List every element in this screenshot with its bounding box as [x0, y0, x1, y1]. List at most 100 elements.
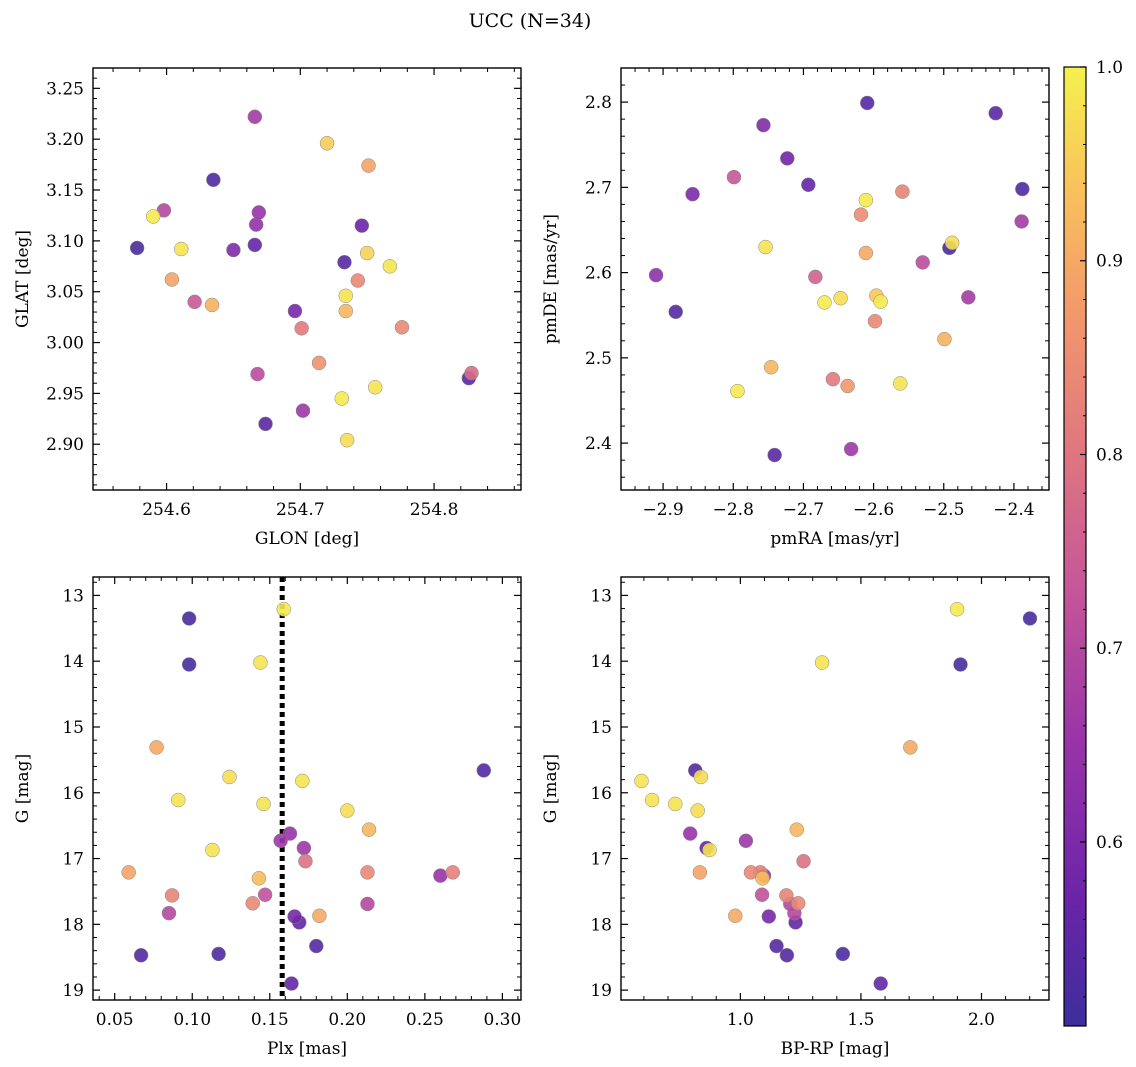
y-tick-label: 18 — [590, 915, 612, 935]
y-tick-label: 14 — [62, 652, 84, 672]
data-point — [937, 331, 952, 347]
x-tick-label: 0.05 — [96, 1010, 134, 1030]
data-point — [295, 403, 311, 418]
data-point — [204, 297, 220, 313]
x-tick-label: −2.8 — [713, 500, 754, 520]
data-point — [944, 235, 960, 251]
data-point — [780, 151, 795, 166]
y-tick-label: 17 — [62, 850, 84, 870]
data-point — [319, 135, 335, 151]
colorbar-tick-label: 0.9 — [1096, 252, 1123, 272]
y-tick-label: 3.25 — [46, 79, 84, 99]
data-point — [833, 290, 848, 306]
data-point — [779, 948, 795, 963]
data-point — [445, 865, 461, 880]
data-point — [245, 896, 260, 911]
y-tick-label: 13 — [62, 586, 84, 606]
data-point — [867, 313, 883, 329]
data-point — [808, 269, 823, 285]
scatter-panel-2: −2.9 −2.8 −2.7 −2.6 −2.5 −2.4 2.4 2.5 2.6 2.7 2.8 p… — [541, 67, 1050, 549]
data-point — [644, 792, 660, 808]
y-tick-label: 13 — [590, 586, 612, 606]
data-point — [339, 432, 355, 448]
y-tick-label: 2.6 — [585, 264, 612, 284]
data-point — [338, 288, 354, 304]
data-point — [769, 938, 784, 954]
data-point — [743, 865, 759, 880]
data-point — [129, 240, 145, 256]
data-point — [693, 769, 709, 785]
data-point — [789, 822, 805, 837]
x-axis-label: Plx [mas] — [267, 1039, 347, 1059]
data-point — [187, 294, 202, 310]
data-point — [257, 887, 273, 902]
y-axis-label: pmDE [mas/yr] — [541, 214, 561, 344]
figure-title: UCC (N=34) — [469, 10, 592, 32]
axes-frame — [92, 67, 522, 491]
y-tick-label: 3.05 — [46, 283, 84, 303]
scatter-panel-4: 1.0 1.5 2.0 13 14 15 16 17 18 19 BP-RP [mag] G [mag… — [541, 576, 1050, 1059]
x-tick-label: 1.0 — [727, 1010, 754, 1030]
y-tick-label: 15 — [590, 718, 612, 738]
y-tick-label: 3.15 — [46, 181, 84, 201]
y-tick-label: 2.5 — [585, 349, 612, 369]
data-point — [790, 896, 806, 911]
data-point — [1022, 611, 1038, 626]
data-point — [337, 254, 352, 270]
data-point — [258, 416, 273, 432]
axes-frame — [620, 576, 1050, 1001]
data-point — [825, 371, 841, 387]
data-point — [895, 184, 910, 199]
data-point — [164, 272, 180, 287]
data-point — [1015, 181, 1030, 197]
x-tick-label: 1.5 — [847, 1010, 874, 1030]
y-tick-label: 17 — [590, 850, 612, 870]
x-tick-label: 0.10 — [173, 1010, 211, 1030]
data-point — [754, 887, 770, 902]
x-tick-label: −2.6 — [853, 500, 894, 520]
data-point — [133, 948, 149, 963]
y-tick-label: 15 — [62, 718, 84, 738]
axes-frame — [620, 67, 1050, 491]
data-point — [253, 655, 268, 670]
data-point — [858, 192, 874, 208]
x-tick-label: −2.9 — [642, 500, 683, 520]
data-point — [988, 105, 1003, 121]
data-point — [860, 95, 875, 111]
data-point — [915, 255, 930, 270]
x-tick-label: 2.0 — [968, 1010, 995, 1030]
data-point — [350, 273, 366, 288]
data-point — [796, 853, 811, 869]
data-point — [367, 380, 383, 395]
data-point — [298, 853, 313, 869]
data-point — [273, 833, 288, 849]
data-point — [145, 209, 161, 224]
data-point — [761, 909, 777, 924]
data-point — [287, 909, 302, 924]
y-tick-label: 16 — [590, 784, 612, 804]
data-point — [476, 763, 492, 778]
data-point — [354, 218, 370, 233]
data-point — [853, 207, 869, 222]
data-point — [164, 888, 180, 903]
data-point — [767, 447, 782, 463]
x-tick-label: 0.20 — [328, 1010, 366, 1030]
data-point — [276, 601, 291, 617]
y-tick-label: 14 — [590, 652, 612, 672]
data-point — [464, 365, 479, 381]
data-point — [361, 822, 377, 837]
data-point — [287, 303, 303, 319]
y-tick-label: 19 — [62, 981, 84, 1001]
x-axis-label: BP-RP [mag] — [781, 1039, 890, 1059]
data-point — [726, 169, 742, 185]
data-point — [840, 378, 855, 394]
data-point — [692, 865, 708, 880]
data-point — [730, 383, 745, 399]
y-tick-label: 3.20 — [46, 130, 84, 150]
data-point — [294, 321, 309, 336]
data-point — [814, 655, 830, 670]
data-point — [394, 320, 410, 335]
data-point — [738, 833, 754, 849]
data-point — [1014, 214, 1029, 229]
data-point — [953, 657, 968, 672]
